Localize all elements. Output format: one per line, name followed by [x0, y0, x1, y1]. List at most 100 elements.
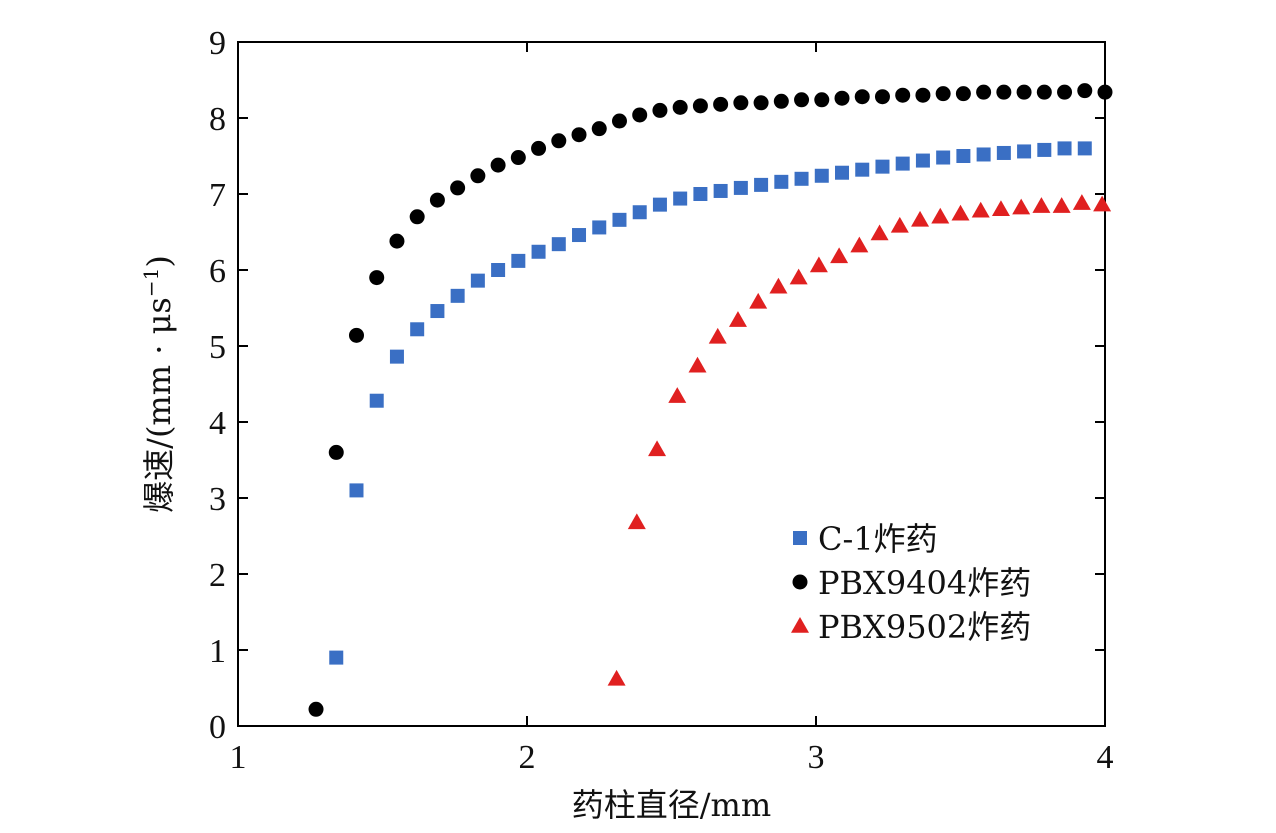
- y-tick-label: 1: [209, 633, 226, 670]
- series-triangle: [607, 194, 1112, 686]
- legend-item: PBX9404炸药: [792, 564, 1031, 602]
- plot-area: [237, 41, 1106, 727]
- data-point-square: [713, 183, 728, 198]
- data-point-circle: [409, 209, 425, 225]
- data-point-square: [794, 171, 809, 186]
- data-point-square: [774, 174, 789, 189]
- y-tick-label: 7: [209, 177, 226, 214]
- data-point-circle: [389, 233, 405, 249]
- data-point-square: [652, 197, 667, 212]
- data-point-square: [835, 165, 850, 180]
- data-point-triangle: [809, 256, 828, 273]
- data-point-square: [814, 168, 829, 183]
- data-point-square: [592, 220, 607, 235]
- data-point-circle: [551, 133, 567, 149]
- x-tick-label: 4: [1097, 739, 1114, 776]
- data-point-triangle: [668, 387, 687, 403]
- data-point-triangle: [769, 277, 788, 294]
- data-point-triangle: [728, 311, 747, 327]
- data-point-circle: [652, 102, 668, 118]
- data-point-circle: [895, 87, 911, 103]
- data-point-square: [976, 147, 991, 162]
- data-point-circle: [450, 180, 466, 196]
- data-point-circle: [308, 701, 324, 717]
- data-point-triangle: [1032, 197, 1051, 213]
- data-point-triangle: [1012, 198, 1031, 215]
- data-point-square: [632, 205, 647, 220]
- data-point-triangle: [830, 247, 849, 264]
- data-point-square: [612, 212, 627, 227]
- data-point-triangle: [850, 236, 869, 253]
- data-point-triangle: [688, 356, 707, 373]
- data-point-circle: [814, 92, 830, 108]
- legend-item: C-1炸药: [793, 520, 938, 558]
- data-point-square: [915, 153, 930, 168]
- data-point-square: [531, 244, 546, 259]
- legend-label: PBX9404炸药: [818, 564, 1031, 602]
- y-tick-label: 8: [209, 101, 226, 138]
- data-point-square: [936, 150, 951, 165]
- data-point-triangle: [991, 200, 1010, 216]
- axis-ticks: [237, 41, 1106, 727]
- data-point-circle: [874, 89, 890, 105]
- data-point-square: [1077, 141, 1092, 156]
- data-point-square: [996, 145, 1011, 160]
- data-point-circle: [713, 96, 729, 112]
- data-point-square: [572, 228, 587, 243]
- data-point-triangle: [648, 440, 667, 457]
- data-point-triangle: [971, 201, 990, 218]
- data-point-circle: [733, 95, 749, 111]
- data-point-square: [410, 322, 425, 337]
- data-point-triangle: [870, 224, 889, 241]
- x-tick-label: 1: [230, 739, 247, 776]
- data-point-circle: [531, 140, 547, 156]
- data-point-circle: [915, 87, 931, 103]
- y-tick-label: 2: [209, 557, 226, 594]
- data-point-circle: [470, 168, 486, 184]
- x-axis-title: 药柱直径/mm: [572, 786, 771, 824]
- data-point-square: [875, 159, 890, 174]
- y-tick-label: 3: [209, 481, 226, 518]
- legend-label: C-1炸药: [818, 520, 938, 558]
- data-point-circle: [672, 99, 688, 115]
- series-circle: [308, 83, 1113, 717]
- data-point-circle: [753, 95, 769, 111]
- y-tick-label: 5: [209, 329, 226, 366]
- data-point-triangle: [951, 204, 970, 221]
- data-point-square: [511, 253, 526, 268]
- data-point-circle: [571, 127, 587, 143]
- data-point-square: [491, 263, 506, 277]
- data-point-circle: [692, 98, 708, 114]
- data-point-triangle: [1072, 194, 1091, 210]
- legend-label: PBX9502炸药: [818, 608, 1031, 646]
- data-point-square: [673, 191, 688, 206]
- data-point-circle: [328, 444, 344, 460]
- data-point-square: [389, 349, 404, 364]
- data-point-triangle: [1093, 195, 1112, 212]
- data-point-triangle: [708, 327, 727, 344]
- data-point-square: [450, 288, 465, 303]
- data-point-triangle: [890, 216, 909, 233]
- data-point-triangle: [627, 513, 646, 530]
- data-point-square: [349, 483, 364, 498]
- data-point-circle: [773, 93, 789, 109]
- x-tick-label: 2: [519, 739, 536, 776]
- data-point-triangle: [911, 210, 930, 227]
- y-tick-label: 6: [209, 253, 226, 290]
- data-point-triangle: [607, 669, 626, 686]
- data-point-circle: [976, 84, 992, 100]
- data-point-circle: [1016, 84, 1032, 100]
- data-point-square: [693, 187, 708, 201]
- data-point-circle: [490, 157, 506, 173]
- data-point-square: [956, 149, 971, 163]
- plot-frame: [237, 41, 1106, 727]
- y-axis-title-sup: −1: [139, 268, 163, 297]
- data-point-square: [754, 177, 769, 192]
- series-square: [329, 141, 1092, 665]
- data-point-circle: [632, 107, 648, 123]
- data-point-square: [369, 393, 384, 408]
- data-point-circle: [834, 90, 850, 106]
- data-point-triangle: [1052, 197, 1071, 213]
- data-point-circle: [935, 86, 951, 102]
